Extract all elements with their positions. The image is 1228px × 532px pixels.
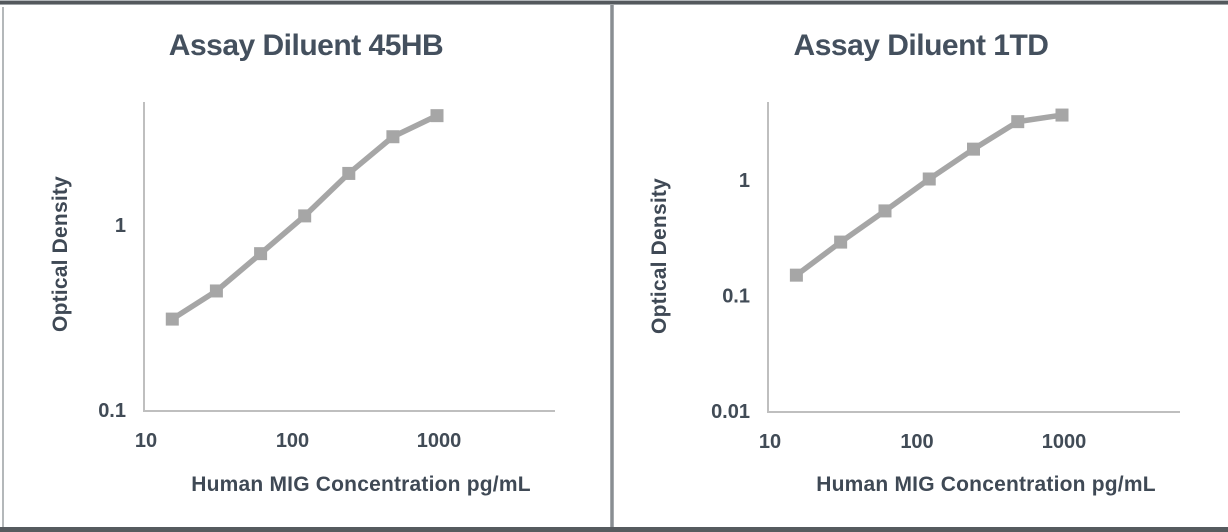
x-tick-label: 10	[135, 430, 157, 452]
x-tick-label: 100	[900, 431, 933, 453]
data-point-marker	[789, 268, 803, 282]
left-border	[2, 7, 4, 527]
panel-divider	[610, 5, 614, 527]
data-point-marker	[165, 312, 179, 326]
x-tick-label: 1000	[1042, 431, 1087, 453]
y-axis-title-left: Optical Density	[49, 176, 72, 332]
y-tick-label: 0.01	[711, 401, 750, 423]
y-tick-label: 1	[739, 170, 750, 192]
top-border	[0, 0, 1228, 5]
data-point-marker	[430, 109, 444, 123]
y-tick-label: 0.1	[722, 286, 750, 308]
data-point-marker	[922, 172, 936, 186]
data-point-marker	[342, 166, 356, 180]
data-point-marker	[298, 209, 312, 223]
chart-title-45hb: Assay Diluent 45HB	[168, 29, 444, 62]
y-axis-title-right: Optical Density	[648, 178, 671, 334]
data-point-marker	[966, 142, 980, 156]
x-axis-title-left: Human MIG Concentration pg/mL	[191, 473, 531, 496]
x-tick-label: 10	[759, 431, 781, 453]
standard-curve-line	[793, 112, 1065, 278]
y-tick-label: 1	[115, 215, 126, 237]
axis-lines	[143, 102, 555, 412]
data-point-marker	[878, 204, 892, 218]
data-point-marker	[834, 235, 848, 249]
x-axis-title-right: Human MIG Concentration pg/mL	[816, 473, 1156, 496]
data-point-marker	[209, 284, 223, 298]
data-point-marker	[386, 130, 400, 144]
bottom-border	[0, 527, 1228, 532]
data-point-marker	[1011, 115, 1025, 129]
axis-lines	[767, 102, 1180, 413]
y-tick-label: 0.1	[98, 400, 126, 422]
data-point-marker	[1055, 108, 1069, 122]
x-tick-label: 100	[276, 430, 309, 452]
chart-title-1td: Assay Diluent 1TD	[793, 29, 1049, 62]
data-point-marker	[254, 247, 268, 261]
x-tick-label: 1000	[417, 430, 462, 452]
